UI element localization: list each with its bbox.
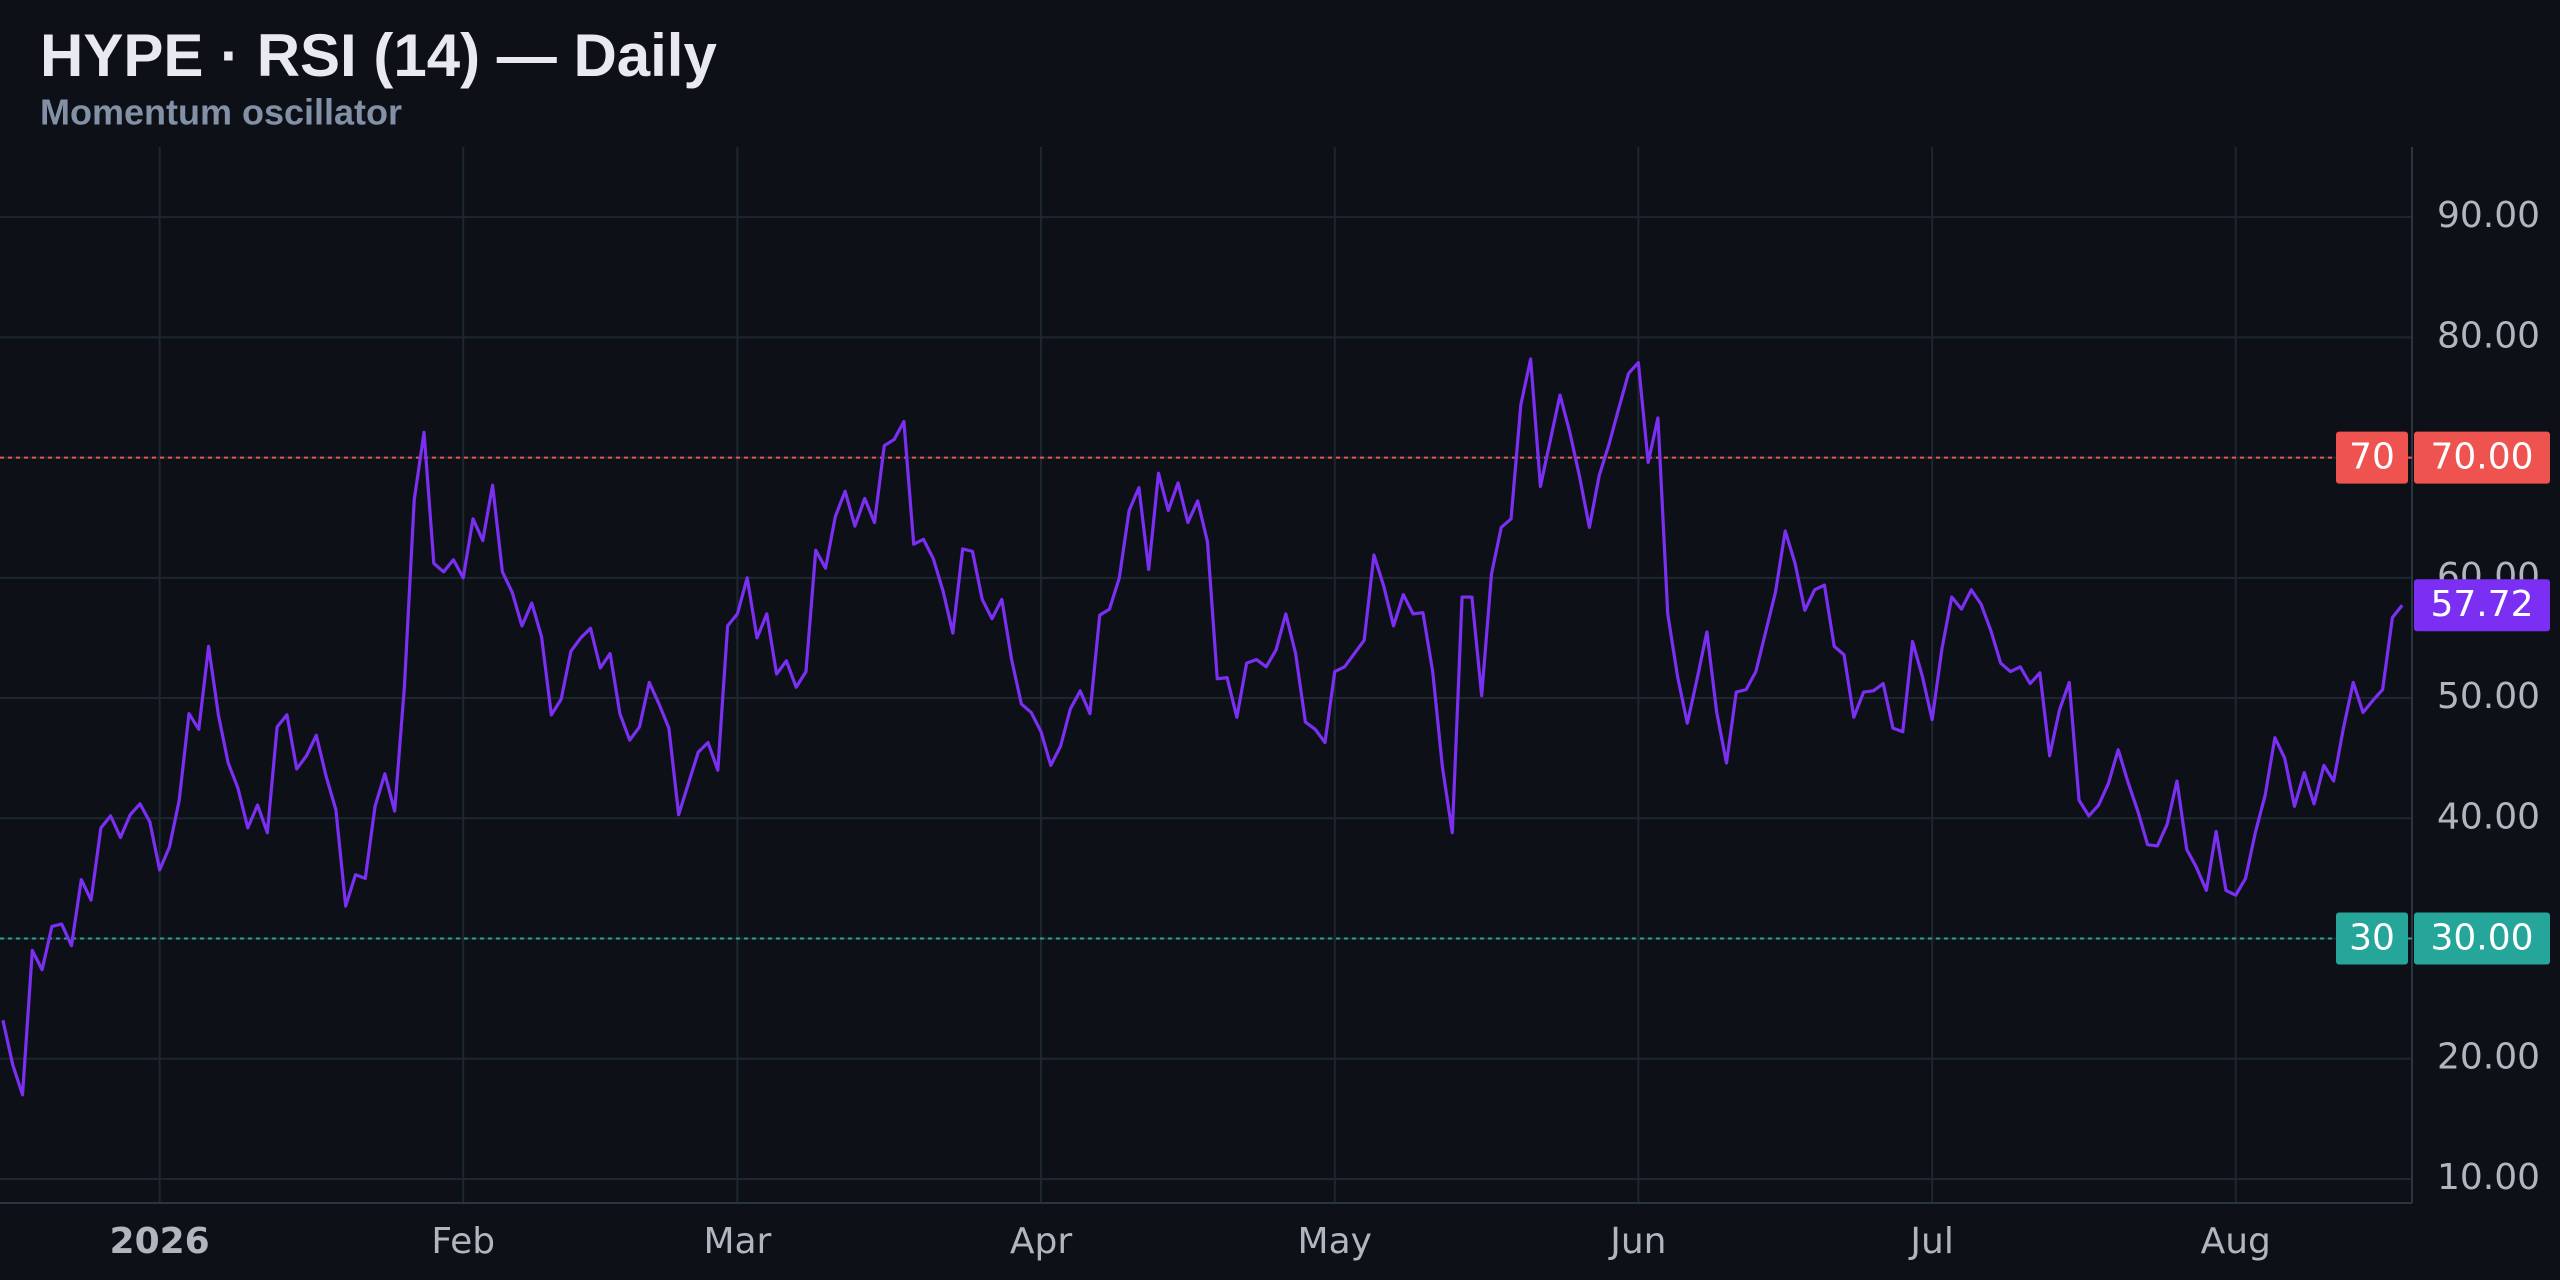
reference-label-bg bbox=[2336, 912, 2408, 965]
y-tick-label: 20.00 bbox=[2437, 1037, 2540, 1078]
reference-value-label: 30.00 bbox=[2430, 918, 2533, 959]
reference-label: 70 bbox=[2349, 437, 2395, 478]
plot bbox=[0, 357, 2412, 1097]
x-tick-label: Feb bbox=[431, 1221, 495, 1262]
y-tick-label: 80.00 bbox=[2437, 315, 2540, 356]
y-tick-label: 50.00 bbox=[2437, 676, 2540, 717]
y-tick-label: 40.00 bbox=[2437, 796, 2540, 837]
reference-value-label-bg bbox=[2414, 431, 2550, 484]
reference-label: 30 bbox=[2349, 918, 2395, 959]
chart-subtitle: Momentum oscillator bbox=[40, 92, 402, 133]
x-tick-label: May bbox=[1298, 1221, 1372, 1262]
x-tick-label: 2026 bbox=[110, 1221, 210, 1262]
reference-label-bg bbox=[2336, 431, 2408, 484]
x-tick-label: Jun bbox=[1608, 1221, 1666, 1262]
x-tick-label: Jul bbox=[1908, 1221, 1953, 1262]
rsi-line bbox=[1, 357, 2404, 1097]
y-tick-label: 10.00 bbox=[2437, 1157, 2540, 1198]
reference-value-label-bg bbox=[2414, 912, 2550, 965]
last-value-label-bg bbox=[2414, 579, 2550, 632]
x-tick-label: Apr bbox=[1010, 1221, 1072, 1262]
last-value-label: 57.72 bbox=[2430, 584, 2533, 625]
chart-title: HYPE · RSI (14) — Daily bbox=[40, 22, 717, 89]
x-tick-label: Aug bbox=[2201, 1221, 2271, 1262]
axis-labels: 10.0020.0030.0040.0050.0060.0070.0080.00… bbox=[110, 195, 2550, 1262]
y-tick-label: 90.00 bbox=[2437, 195, 2540, 236]
reference-value-label: 70.00 bbox=[2430, 437, 2533, 478]
x-tick-label: Mar bbox=[703, 1221, 771, 1262]
